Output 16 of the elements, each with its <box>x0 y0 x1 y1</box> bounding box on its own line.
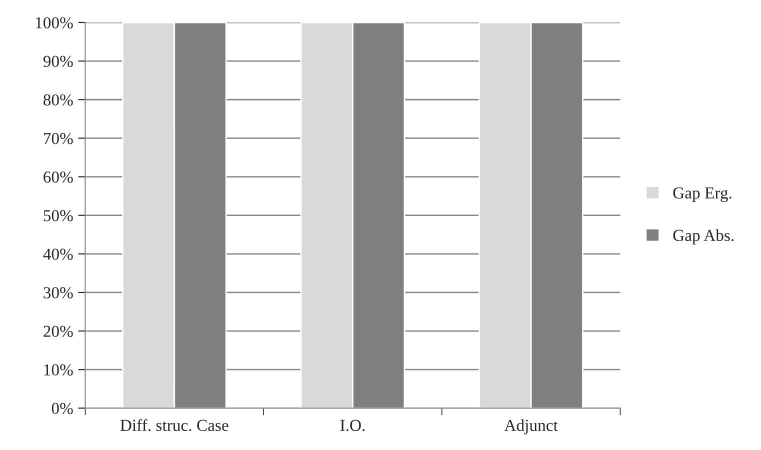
y-tick-label: 40% <box>43 248 73 260</box>
legend-label: Gap Abs. <box>673 229 734 244</box>
y-tick-label: 70% <box>44 132 73 144</box>
y-tick-label: 100% <box>36 17 73 28</box>
x-tick-label: I.O. <box>340 420 365 432</box>
y-tick-label: 0% <box>52 402 73 414</box>
x-tick-label: Adjunct <box>504 419 558 434</box>
x-tick-label: Diff. struc. Case <box>120 419 228 432</box>
y-tick-label: 60% <box>44 171 73 183</box>
y-tick-label: 80% <box>44 94 73 106</box>
y-tick-label: 10% <box>44 364 73 376</box>
y-tick-label: 90% <box>43 56 73 68</box>
y-tick-label: 30% <box>44 287 73 298</box>
legend-label: Gap Erg. <box>673 187 732 202</box>
y-tick-label: 50% <box>44 210 73 222</box>
y-tick-label: 20% <box>44 326 73 338</box>
